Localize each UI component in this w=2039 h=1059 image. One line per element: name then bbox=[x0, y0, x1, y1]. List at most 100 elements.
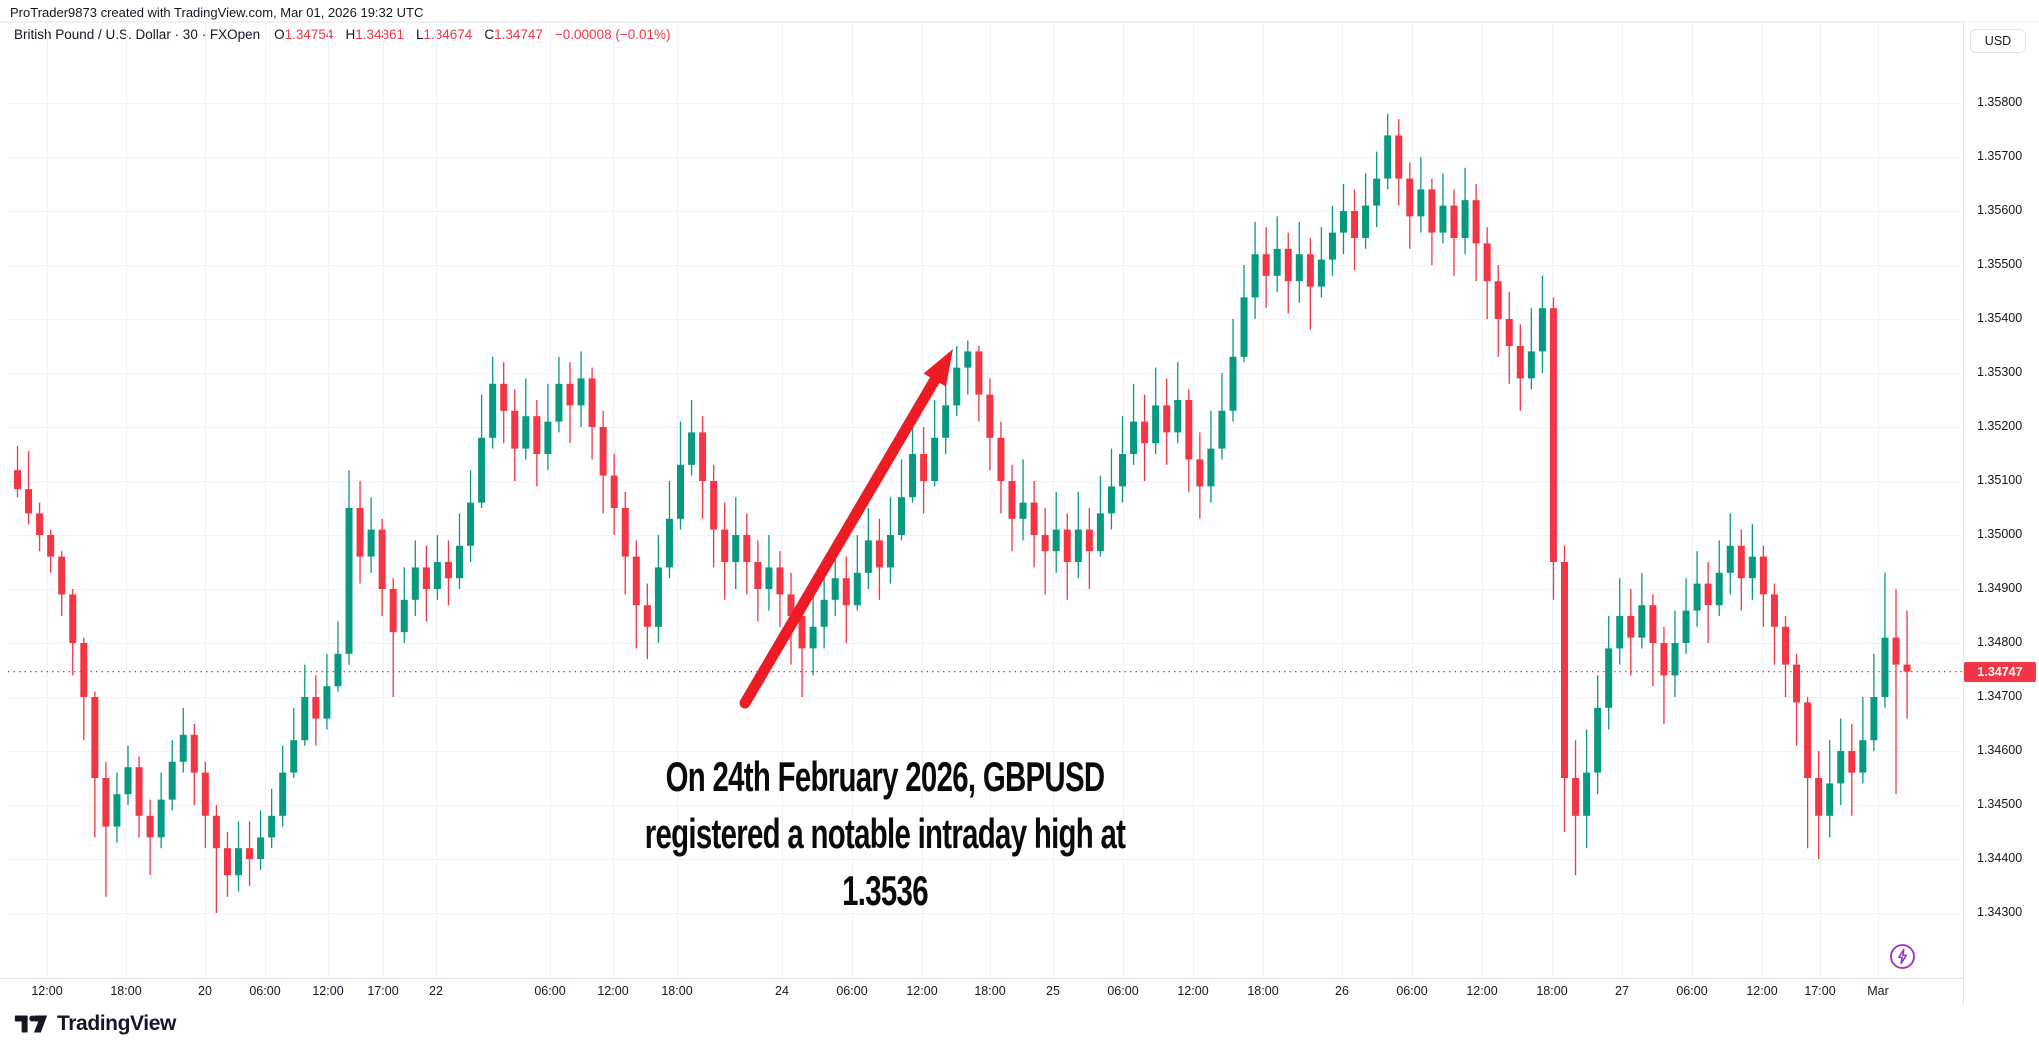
candle-body bbox=[1063, 529, 1071, 562]
candle-body bbox=[345, 508, 353, 654]
price-axis-label: 1.34400 bbox=[1977, 851, 2023, 865]
time-axis-label: 12:00 bbox=[1746, 984, 1778, 998]
candle-body bbox=[157, 799, 165, 838]
candle-body bbox=[1174, 400, 1182, 433]
annotation-arrow-shaft bbox=[739, 369, 944, 709]
ohlc-low: L1.34674 bbox=[416, 27, 473, 42]
candle-body bbox=[886, 535, 894, 568]
price-axis-label: 1.34500 bbox=[1977, 797, 2023, 811]
time-axis-label: 18:00 bbox=[1247, 984, 1279, 998]
time-axis-label: 06:00 bbox=[836, 984, 868, 998]
candle-body bbox=[754, 562, 762, 589]
lightning-icon bbox=[1890, 944, 1915, 969]
candle-body bbox=[1671, 643, 1679, 676]
price-change: −0.00008 (−0.01%) bbox=[554, 27, 671, 42]
price-axis[interactable]: 1.35800 1.35700 1.35600 1.35500 1.35400 1.353… bbox=[1963, 22, 2039, 1005]
candle-body bbox=[920, 454, 928, 481]
candle-body bbox=[1793, 664, 1801, 703]
candle-body bbox=[1616, 616, 1624, 649]
symbol-title[interactable]: British Pound / U.S. Dollar · 30 · FXOpe… bbox=[14, 27, 261, 42]
candle-body bbox=[677, 464, 684, 519]
candle-body bbox=[1130, 421, 1138, 454]
candle-body bbox=[1748, 556, 1756, 579]
symbol-info-bar[interactable]: British Pound / U.S. Dollar · 30 · FXOpe… bbox=[14, 27, 670, 42]
candle-body bbox=[489, 383, 497, 438]
price-axis-label: 1.35600 bbox=[1977, 203, 2023, 217]
tradingview-wordmark: TradingView bbox=[57, 1012, 176, 1035]
candle-body bbox=[411, 567, 419, 600]
candle-body bbox=[1782, 626, 1789, 665]
candle-body bbox=[1660, 643, 1668, 676]
candle-body bbox=[1726, 545, 1734, 573]
candle-body bbox=[1583, 772, 1591, 816]
candle-body bbox=[1306, 254, 1314, 287]
ohlc-open: O1.34754 bbox=[274, 27, 334, 42]
candle-body bbox=[1461, 200, 1469, 238]
candle-body bbox=[1052, 529, 1060, 552]
time-axis-label: 18:00 bbox=[974, 984, 1006, 998]
candle-body bbox=[632, 556, 640, 606]
time-axis-label: 06:00 bbox=[249, 984, 281, 998]
candle-body bbox=[1362, 205, 1370, 238]
candle-body bbox=[301, 697, 309, 741]
candle-body bbox=[820, 599, 828, 627]
candle-body bbox=[124, 767, 132, 795]
candle-body bbox=[555, 383, 563, 422]
ohlc-high: H1.34861 bbox=[345, 27, 404, 42]
candle-body bbox=[522, 416, 530, 449]
candle-body bbox=[1107, 486, 1115, 514]
candle-body bbox=[986, 394, 994, 438]
candle-body bbox=[91, 697, 99, 778]
candle-body bbox=[975, 351, 983, 395]
candle-body bbox=[1715, 572, 1723, 606]
candle-body bbox=[14, 470, 21, 490]
candle-body bbox=[1074, 529, 1082, 562]
candle-body bbox=[367, 529, 375, 557]
candle-body bbox=[135, 767, 143, 816]
annotation-line-3: 1.3536 bbox=[842, 867, 928, 914]
price-axis-label: 1.34300 bbox=[1977, 905, 2023, 919]
candle-body bbox=[400, 599, 408, 633]
candle-body bbox=[831, 578, 839, 600]
candle-body bbox=[102, 778, 110, 827]
time-axis-label: 24 bbox=[775, 984, 789, 998]
candle-body bbox=[422, 567, 430, 589]
tradingview-logo[interactable]: TradingView bbox=[14, 1012, 176, 1036]
candle-body bbox=[1627, 616, 1635, 638]
candle-body bbox=[699, 432, 707, 481]
candle-body bbox=[389, 589, 397, 633]
candle-body bbox=[1240, 297, 1248, 357]
time-axis-label: 27 bbox=[1615, 984, 1629, 998]
candle-body bbox=[1549, 308, 1557, 562]
time-axis-label: 06:00 bbox=[1676, 984, 1708, 998]
candle-body bbox=[1008, 481, 1016, 519]
candle-body bbox=[710, 481, 718, 530]
candle-body bbox=[1163, 405, 1171, 433]
candle-body bbox=[621, 508, 629, 557]
price-axis-label: 1.34900 bbox=[1977, 581, 2023, 595]
price-axis-label: 1.34600 bbox=[1977, 743, 2023, 757]
candle-body bbox=[688, 432, 696, 465]
price-axis-label: 1.35400 bbox=[1977, 311, 2023, 325]
time-axis-label: 22 bbox=[429, 984, 443, 998]
time-axis[interactable]: 12:00 18:00 20 06:00 12:00 17:00 22 06:00 12:00 1… bbox=[0, 978, 1963, 1007]
currency-toggle-button[interactable]: USD bbox=[1970, 29, 2026, 53]
time-axis-label: 06:00 bbox=[534, 984, 566, 998]
candle-body bbox=[643, 605, 651, 627]
candle-body bbox=[257, 837, 265, 859]
candle-body bbox=[898, 497, 905, 535]
candle-body bbox=[997, 437, 1005, 481]
tradingview-logo-icon bbox=[14, 1015, 48, 1033]
candle-body bbox=[113, 794, 121, 827]
chart-attribution: ProTrader9873 created with TradingView.c… bbox=[10, 5, 424, 20]
candle-body bbox=[1351, 211, 1359, 238]
candle-body bbox=[1693, 583, 1701, 611]
candle-body bbox=[1870, 697, 1878, 741]
boost-button[interactable] bbox=[1889, 943, 1916, 970]
price-axis-label: 1.35500 bbox=[1977, 257, 2023, 271]
candle-body bbox=[190, 734, 198, 773]
candle-body bbox=[1892, 637, 1900, 665]
candle-body bbox=[1538, 308, 1546, 352]
